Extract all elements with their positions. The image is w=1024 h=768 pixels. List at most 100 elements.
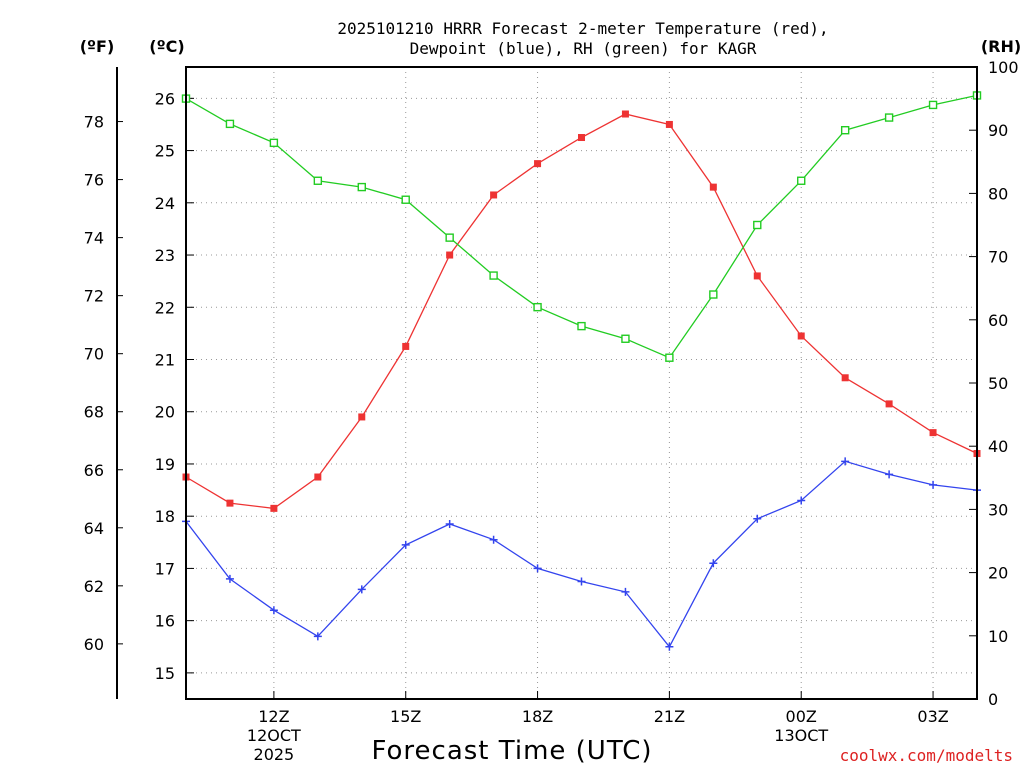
x-tick-label: 18Z <box>522 707 553 726</box>
x-tick-label: 15Z <box>390 707 421 726</box>
data-point <box>489 271 498 280</box>
data-point <box>797 496 806 505</box>
data-point <box>358 413 366 421</box>
data-point <box>225 574 234 583</box>
data-point <box>797 176 806 185</box>
rh-tick-label: 50 <box>988 374 1008 393</box>
data-point <box>665 353 674 362</box>
rh-tick-label: 40 <box>988 437 1008 456</box>
credit-text: coolwx.com/modelts <box>840 746 1013 765</box>
data-point <box>621 334 630 343</box>
data-point <box>445 520 454 529</box>
data-point <box>841 374 849 382</box>
data-point <box>841 457 850 466</box>
celsius-unit-label: (ºC) <box>149 37 184 56</box>
rh-tick-label: 10 <box>988 627 1008 646</box>
data-point <box>402 342 410 350</box>
data-point <box>533 564 542 573</box>
x-tick-label: 12Z <box>258 707 289 726</box>
data-point <box>621 110 629 118</box>
x-tick-label: 00Z <box>786 707 817 726</box>
data-point <box>709 290 718 299</box>
celsius-tick-label: 23 <box>155 246 175 265</box>
data-point <box>884 113 894 122</box>
data-point <box>753 272 761 280</box>
data-point <box>313 632 322 641</box>
x-axis-label: Forecast Time (UTC) <box>371 736 652 766</box>
rh-tick-label: 70 <box>988 248 1008 267</box>
celsius-tick-label: 22 <box>155 298 175 317</box>
rh-tick-label: 90 <box>988 121 1008 140</box>
data-point <box>401 540 410 549</box>
rh-tick-label: 30 <box>988 500 1008 519</box>
rh-tick-label: 60 <box>988 311 1008 330</box>
celsius-tick-label: 16 <box>155 612 175 631</box>
data-point <box>225 119 235 129</box>
celsius-tick-label: 18 <box>155 507 175 526</box>
data-point <box>929 429 937 437</box>
data-point <box>313 176 323 185</box>
fahrenheit-tick-label: 62 <box>84 577 104 596</box>
data-point <box>840 125 850 135</box>
data-point <box>797 332 805 340</box>
fahrenheit-tick-label: 66 <box>84 461 104 480</box>
data-point <box>665 642 674 651</box>
data-point <box>269 606 278 615</box>
celsius-tick-label: 24 <box>155 194 175 213</box>
fahrenheit-tick-label: 70 <box>84 345 104 364</box>
celsius-tick-label: 25 <box>155 142 175 161</box>
celsius-tick-label: 26 <box>155 89 175 108</box>
chart-title-line-2: Dewpoint (blue), RH (green) for KAGR <box>410 39 757 58</box>
data-point <box>753 514 762 523</box>
data-point <box>709 559 718 568</box>
celsius-tick-label: 15 <box>155 664 175 683</box>
fahrenheit-tick-label: 64 <box>84 519 104 538</box>
data-point <box>269 138 279 148</box>
rh-tick-label: 20 <box>988 564 1008 583</box>
fahrenheit-tick-label: 72 <box>84 287 104 306</box>
data-point <box>357 585 366 594</box>
data-point <box>270 504 278 512</box>
rh-tick-label: 80 <box>988 184 1008 203</box>
celsius-tick-label: 17 <box>155 559 175 578</box>
fahrenheit-tick-label: 60 <box>84 635 104 654</box>
grid <box>186 67 977 699</box>
data-point <box>534 160 542 168</box>
data-point <box>753 220 762 230</box>
data-point <box>709 183 717 191</box>
x-tick-label: 2025 <box>254 745 295 764</box>
series-dewpoint <box>182 457 981 651</box>
plot-frame <box>185 66 978 700</box>
data-point <box>928 100 938 110</box>
data-point <box>533 302 542 312</box>
x-tick-label: 13OCT <box>774 726 828 745</box>
celsius-tick-label: 20 <box>155 403 175 422</box>
chart-title-line-1: 2025101210 HRRR Forecast 2-meter Tempera… <box>337 19 828 38</box>
series-relative-humidity <box>181 91 982 362</box>
x-tick-label: 12OCT <box>247 726 301 745</box>
celsius-tick-label: 21 <box>155 350 175 369</box>
data-point <box>401 195 410 204</box>
data-point <box>578 134 585 142</box>
data-point <box>226 499 234 507</box>
data-point <box>885 400 893 408</box>
fahrenheit-tick-label: 74 <box>84 229 104 248</box>
data-point <box>357 182 366 192</box>
data-point <box>490 191 498 199</box>
x-tick-label: 03Z <box>917 707 948 726</box>
series-2-meter-temperature <box>182 110 981 512</box>
data-point <box>489 535 498 544</box>
data-point <box>885 470 894 479</box>
data-point <box>445 233 454 242</box>
data-point <box>446 251 454 259</box>
fahrenheit-tick-label: 78 <box>84 113 104 132</box>
data-point <box>314 473 322 481</box>
data-point <box>621 587 630 596</box>
fahrenheit-tick-label: 76 <box>84 171 104 190</box>
rh-tick-label: 100 <box>988 58 1019 77</box>
rh-unit-label: (RH) <box>981 37 1021 56</box>
data-point <box>665 120 673 128</box>
